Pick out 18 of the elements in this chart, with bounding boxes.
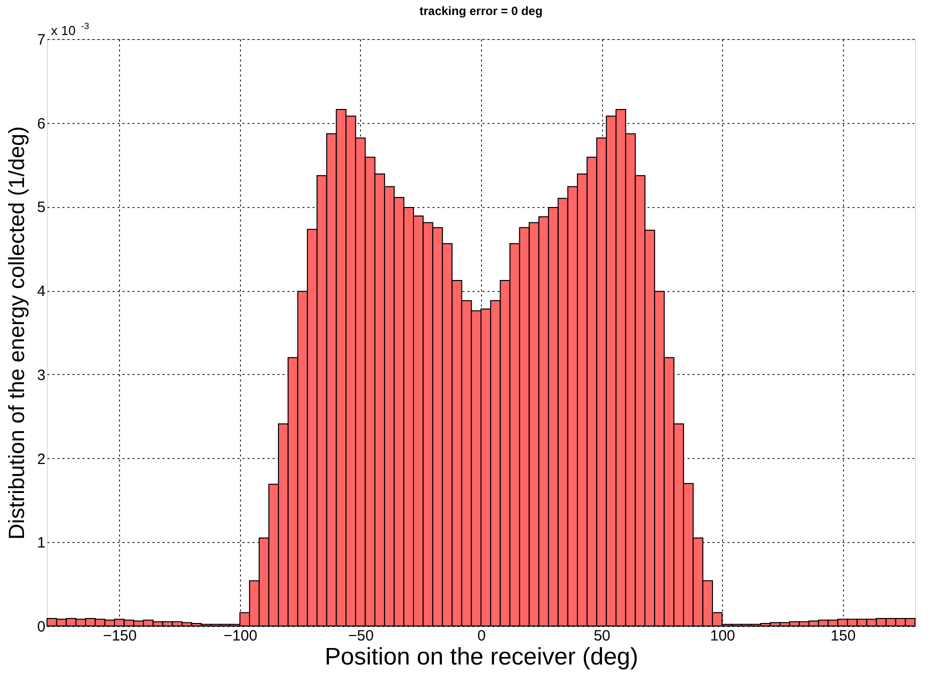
- y-tick-label: 3: [37, 366, 46, 384]
- y-axis-title: Distribution of the energy collected (1/deg): [4, 126, 30, 540]
- x-tick-label: 100: [710, 628, 736, 644]
- x-tick-label: 50: [594, 628, 610, 644]
- x-tick-label: −150: [102, 628, 137, 644]
- x-axis-title: Position on the receiver (deg): [324, 644, 638, 670]
- y-tick-label: 6: [37, 115, 46, 132]
- x-tick-label: 0: [477, 628, 486, 644]
- x-tick-label: 150: [830, 628, 856, 644]
- chart-title: tracking error = 0 deg: [419, 4, 543, 18]
- x-tick-label: −100: [223, 628, 258, 644]
- y-tick-label: 7: [37, 32, 46, 48]
- x-tick-label: −50: [348, 628, 374, 644]
- y-tick-label: 2: [37, 450, 46, 468]
- text: x 10-3: [51, 21, 90, 38]
- y-tick-label: 1: [37, 534, 46, 552]
- y-tick-label: 5: [37, 199, 46, 216]
- y-tick-label: 4: [37, 283, 46, 300]
